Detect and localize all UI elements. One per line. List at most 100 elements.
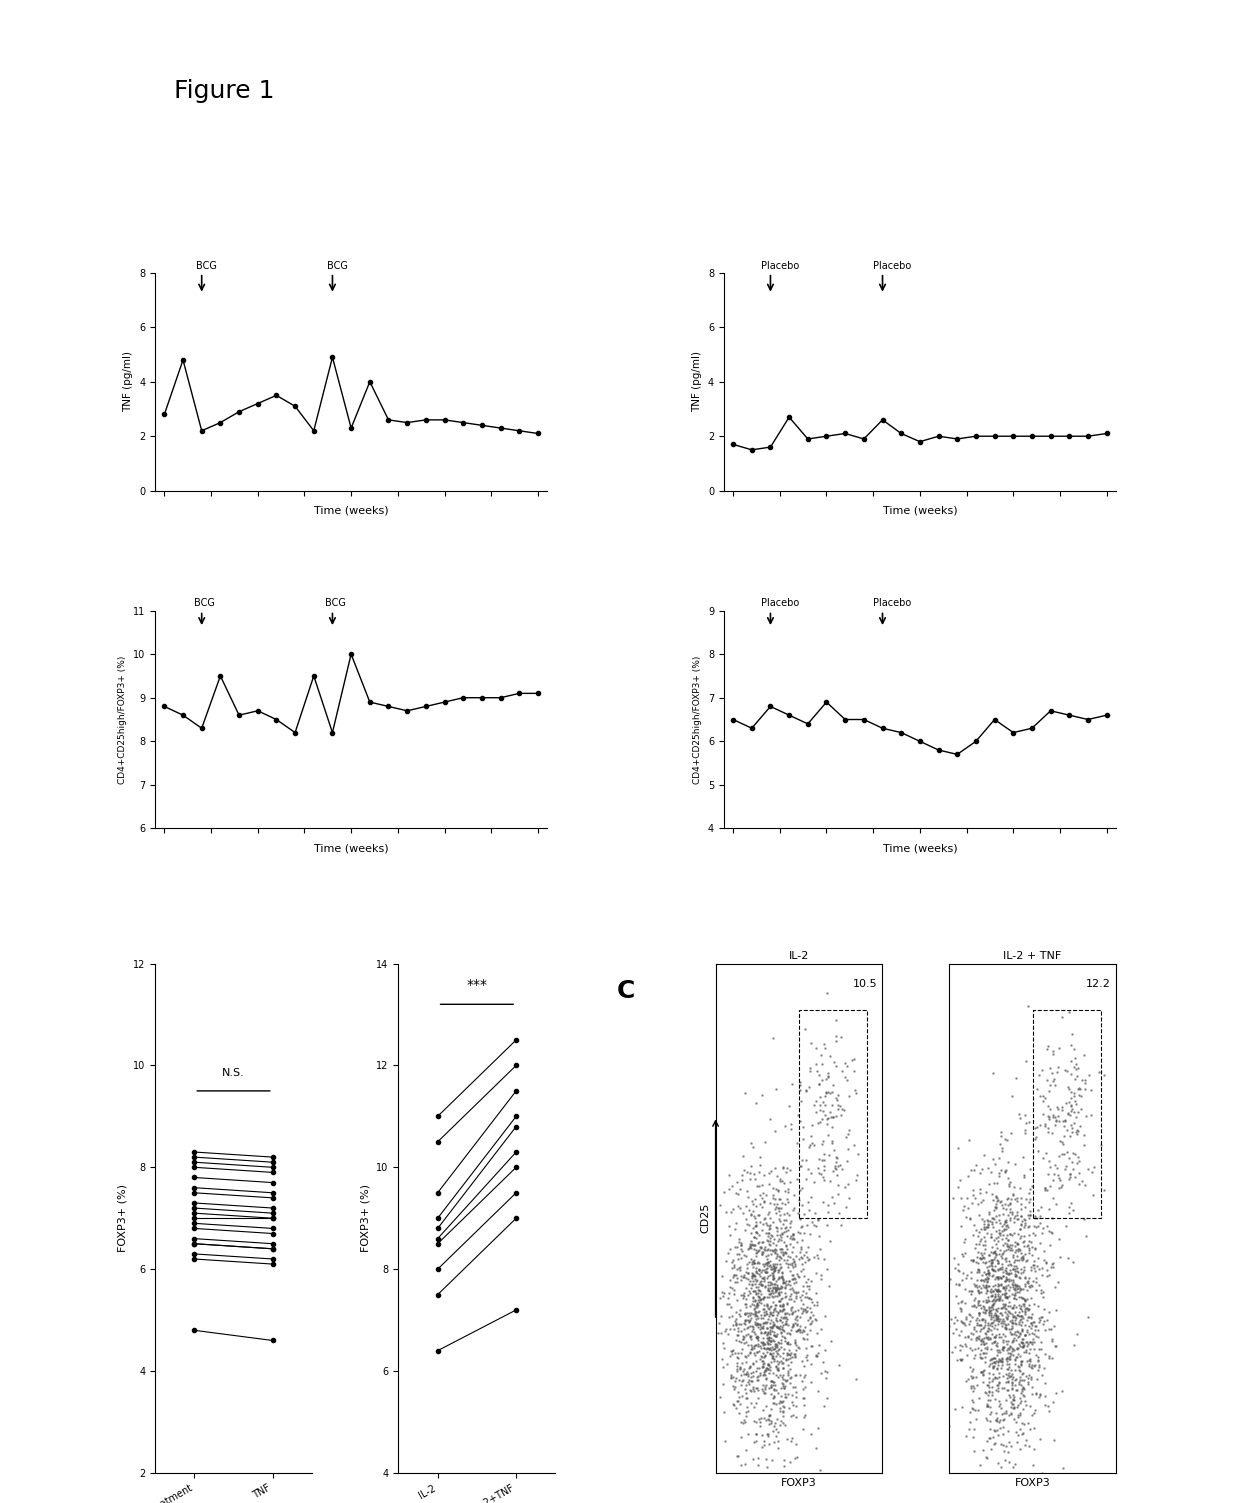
Point	[1008, 1237, 1028, 1261]
Point	[796, 1327, 816, 1351]
Point	[786, 1380, 806, 1404]
Point	[785, 1344, 805, 1368]
Text: BCG: BCG	[327, 260, 347, 271]
Point	[748, 1312, 768, 1336]
Point	[743, 1291, 763, 1315]
Point	[773, 1374, 792, 1398]
Point	[744, 1336, 764, 1360]
Point	[942, 1186, 962, 1210]
Point	[766, 1417, 786, 1441]
Point	[978, 1211, 998, 1235]
Point	[748, 1238, 768, 1263]
Point	[727, 1323, 746, 1347]
Point	[776, 1216, 796, 1240]
Point	[973, 1326, 993, 1350]
Point	[763, 1266, 782, 1290]
Point	[988, 1389, 1008, 1413]
Point	[755, 1205, 775, 1229]
Point	[1011, 1368, 1030, 1392]
Point	[742, 1392, 761, 1416]
Point	[777, 1189, 797, 1213]
Point	[776, 1207, 796, 1231]
Point	[766, 1246, 786, 1270]
Point	[751, 1303, 771, 1327]
Point	[712, 1305, 732, 1329]
Point	[755, 1344, 775, 1368]
Point	[751, 1241, 771, 1266]
Point	[1068, 1151, 1087, 1175]
Point	[749, 1299, 769, 1323]
Point	[758, 1294, 777, 1318]
Point	[722, 1342, 742, 1366]
Point	[722, 1339, 742, 1363]
Point	[996, 1317, 1016, 1341]
Point	[723, 1247, 743, 1272]
Point	[1002, 1371, 1022, 1395]
Point	[758, 1278, 777, 1302]
Point	[735, 1260, 755, 1284]
Point	[1021, 1229, 1040, 1254]
Point	[756, 1323, 776, 1347]
Point	[999, 1261, 1019, 1285]
Point	[729, 1228, 749, 1252]
Point	[970, 1260, 990, 1284]
Point	[1035, 1393, 1055, 1417]
Point	[823, 1105, 843, 1129]
Point	[806, 1261, 826, 1285]
Point	[764, 1267, 784, 1291]
Point	[1002, 1369, 1022, 1393]
Point	[806, 1214, 826, 1238]
Point	[1070, 1160, 1090, 1184]
Point	[750, 1314, 770, 1338]
Point	[765, 1284, 785, 1308]
Point	[994, 1282, 1014, 1306]
Point	[779, 1272, 799, 1296]
Point	[1007, 1254, 1027, 1278]
Point	[831, 1094, 851, 1118]
Point	[769, 1317, 789, 1341]
Point	[770, 1255, 790, 1279]
Point	[1009, 1293, 1029, 1317]
Point	[1009, 1323, 1029, 1347]
Point	[1012, 1327, 1032, 1351]
Point	[766, 1306, 786, 1330]
Point	[1003, 1327, 1023, 1351]
Point	[759, 1285, 779, 1309]
Point	[1064, 1111, 1084, 1135]
Point	[937, 1336, 957, 1360]
Point	[967, 1306, 987, 1330]
Point	[997, 1269, 1017, 1293]
Point	[795, 1375, 815, 1399]
Point	[972, 1300, 992, 1324]
Point	[976, 1405, 996, 1429]
Point	[805, 1201, 825, 1225]
Point	[785, 1252, 805, 1276]
Point	[983, 1347, 1003, 1371]
Point	[750, 1264, 770, 1288]
Point	[777, 1330, 797, 1354]
Point	[742, 1336, 761, 1360]
Point	[998, 1371, 1018, 1395]
Point	[729, 1401, 749, 1425]
Point	[777, 1353, 797, 1377]
Point	[732, 1384, 751, 1408]
Point	[982, 1296, 1002, 1320]
Point	[807, 1290, 827, 1314]
Point	[815, 1305, 835, 1329]
Point	[982, 1314, 1002, 1338]
Point	[1053, 1380, 1073, 1404]
Point	[985, 1276, 1004, 1300]
Point	[739, 1480, 759, 1503]
Point	[1012, 1335, 1032, 1359]
Point	[832, 1097, 852, 1121]
Point	[999, 1249, 1019, 1273]
Point	[765, 1257, 785, 1281]
Point	[1013, 1229, 1033, 1254]
Point	[794, 1417, 813, 1441]
Point	[776, 1348, 796, 1372]
Point	[1052, 1175, 1071, 1199]
Point	[746, 1303, 766, 1327]
Point	[973, 1294, 993, 1318]
Point	[985, 1326, 1004, 1350]
Point	[756, 1260, 776, 1284]
